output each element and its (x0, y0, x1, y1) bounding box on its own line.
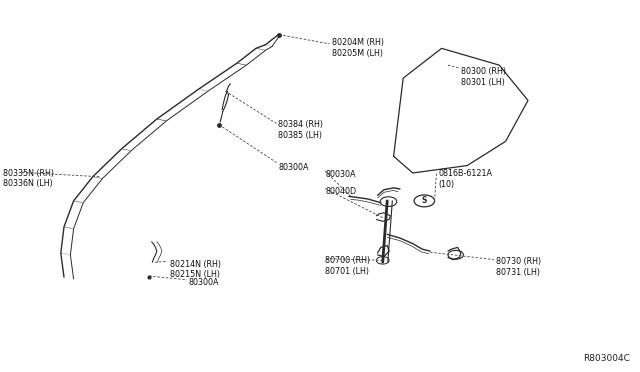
Text: 80700 (RH)
80701 (LH): 80700 (RH) 80701 (LH) (325, 256, 371, 276)
Text: 80030A: 80030A (325, 170, 356, 179)
Text: 80384 (RH)
80385 (LH): 80384 (RH) 80385 (LH) (278, 120, 323, 140)
Text: 80300 (RH)
80301 (LH): 80300 (RH) 80301 (LH) (461, 67, 506, 87)
Text: 80730 (RH)
80731 (LH): 80730 (RH) 80731 (LH) (496, 257, 541, 277)
Text: 80300A: 80300A (189, 278, 220, 287)
Text: S: S (422, 196, 427, 205)
Text: 80214N (RH)
80215N (LH): 80214N (RH) 80215N (LH) (170, 260, 221, 279)
Text: 80300A: 80300A (278, 163, 309, 172)
Text: 80040D: 80040D (325, 187, 356, 196)
Text: 80204M (RH)
80205M (LH): 80204M (RH) 80205M (LH) (332, 38, 383, 58)
Text: R803004C: R803004C (584, 354, 630, 363)
Text: 80335N (RH)
80336N (LH): 80335N (RH) 80336N (LH) (3, 169, 54, 188)
Text: 0816B-6121A
(10): 0816B-6121A (10) (438, 169, 492, 189)
